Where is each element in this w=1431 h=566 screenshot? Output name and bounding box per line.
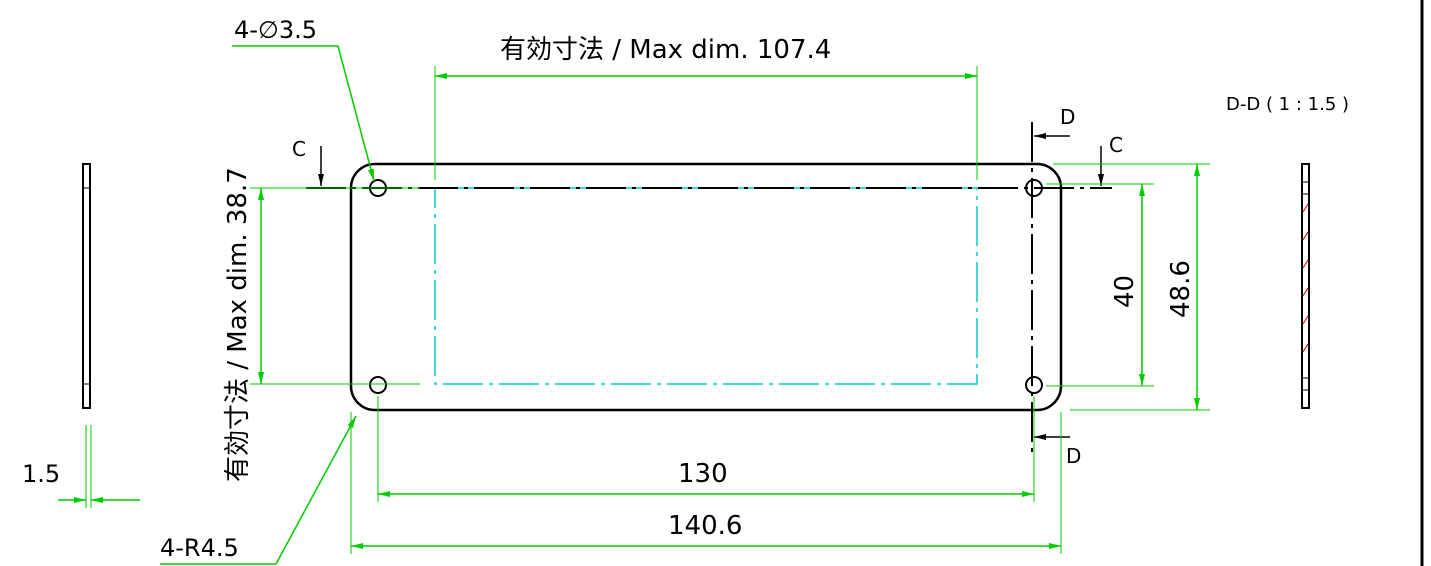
thickness-dimension [58, 425, 140, 508]
max-width-dimension [434, 66, 978, 180]
mounting-hole [1025, 376, 1043, 394]
section-view-title: D-D ( 1 : 1.5 ) [1226, 94, 1349, 115]
hole-pitch-y-label: 40 [1110, 275, 1140, 308]
radius-note-label: 4-R4.5 [160, 534, 239, 562]
radius-callout [160, 415, 357, 565]
thickness-label: 1.5 [22, 460, 60, 488]
hole-pitch-y-dimension [1046, 183, 1154, 387]
overall-width-label: 140.6 [668, 511, 742, 541]
max-height-dimension [250, 187, 420, 385]
effective-area-outline [434, 187, 978, 385]
section-line-c [306, 146, 1112, 189]
section-c-left-label: C [292, 137, 306, 161]
section-d-top-label: D [1060, 105, 1075, 129]
section-c-right-label: C [1109, 133, 1123, 157]
hole-pitch-x-dimension [377, 396, 1035, 502]
plate-outline [349, 162, 1063, 412]
hole-pitch-x-label: 130 [678, 459, 728, 489]
hole-callout [232, 45, 375, 182]
overall-width-dimension [350, 412, 1062, 554]
overall-height-label: 48.6 [1166, 260, 1196, 318]
section-line-d [1031, 122, 1070, 454]
section-view-d [1301, 163, 1310, 409]
max-width-label: 有効寸法 / Max dim. 107.4 [500, 35, 831, 65]
section-hatch [1302, 203, 1309, 353]
mounting-hole [369, 376, 387, 394]
max-height-label: 有効寸法 / Max dim. 38.7 [223, 167, 253, 482]
side-view-left [82, 163, 91, 409]
hole-note-label: 4-∅3.5 [234, 16, 317, 44]
overall-height-dimension [1053, 163, 1210, 411]
section-d-bottom-label: D [1066, 444, 1081, 468]
